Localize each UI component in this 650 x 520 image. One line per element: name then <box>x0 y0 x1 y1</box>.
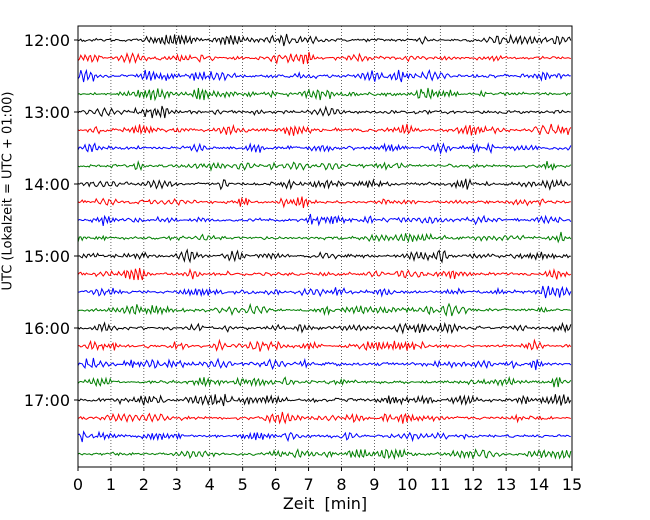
x-tick-label: 7 <box>303 475 313 494</box>
trace-line <box>77 393 572 407</box>
plot-frame <box>77 25 573 468</box>
trace-line <box>77 68 571 83</box>
trace-line <box>77 357 572 371</box>
trace-line <box>77 105 571 119</box>
x-tick-label: 1 <box>106 475 116 494</box>
x-tick-label: 12 <box>463 475 483 494</box>
trace-line <box>77 302 572 317</box>
trace-line <box>77 375 572 388</box>
trace-line <box>77 196 571 209</box>
trace-line <box>77 159 572 172</box>
trace-line <box>77 87 572 102</box>
trace-line <box>77 33 572 47</box>
trace-line <box>77 142 572 155</box>
y-axis-label-wrap: UTC (Lokalzeit = UTC + 01:00) <box>0 0 18 520</box>
x-tick-label: 11 <box>430 475 450 494</box>
y-axis-label: UTC (Lokalzeit = UTC + 01:00) <box>0 91 16 291</box>
x-tick-label: 5 <box>238 475 248 494</box>
trace-line <box>77 321 572 335</box>
trace-line <box>77 178 572 191</box>
y-tick-label: 16:00 <box>24 319 70 338</box>
x-tick-label: 8 <box>336 475 346 494</box>
x-tick-label: 3 <box>172 475 182 494</box>
trace-line <box>77 267 572 281</box>
trace-line <box>77 123 572 136</box>
trace-line <box>77 51 571 65</box>
x-tick-label: 0 <box>73 475 83 494</box>
trace-line <box>77 447 572 460</box>
x-tick-label: 15 <box>562 475 582 494</box>
seismic-traces <box>77 33 572 460</box>
x-tick-label: 14 <box>529 475 549 494</box>
y-tick-label: 17:00 <box>24 391 70 410</box>
x-tick-label: 9 <box>369 475 379 494</box>
y-tick-label: 15:00 <box>24 247 70 266</box>
trace-line <box>77 338 572 352</box>
x-tick-label: 2 <box>139 475 149 494</box>
trace-line <box>77 248 571 264</box>
trace-line <box>77 430 571 443</box>
x-tick-label: 10 <box>397 475 417 494</box>
y-tick-label: 14:00 <box>24 175 70 194</box>
y-tick-label: 12:00 <box>24 31 70 50</box>
trace-line <box>77 285 572 299</box>
x-tick-label: 13 <box>496 475 516 494</box>
trace-line <box>77 411 571 425</box>
y-tick-label: 13:00 <box>24 103 70 122</box>
x-axis-ticks: 0 1 2 3 4 5 6 7 8 9 10 11 12 13 14 15 <box>73 467 582 494</box>
x-tick-label: 6 <box>271 475 281 494</box>
x-tick-label: 4 <box>205 475 215 494</box>
x-axis-label: Zeit [min] <box>282 494 368 513</box>
y-axis-ticks: 12:00 13:00 14:00 15:00 16:00 17:00 <box>24 31 78 410</box>
trace-line <box>77 213 572 227</box>
trace-line <box>77 231 572 244</box>
